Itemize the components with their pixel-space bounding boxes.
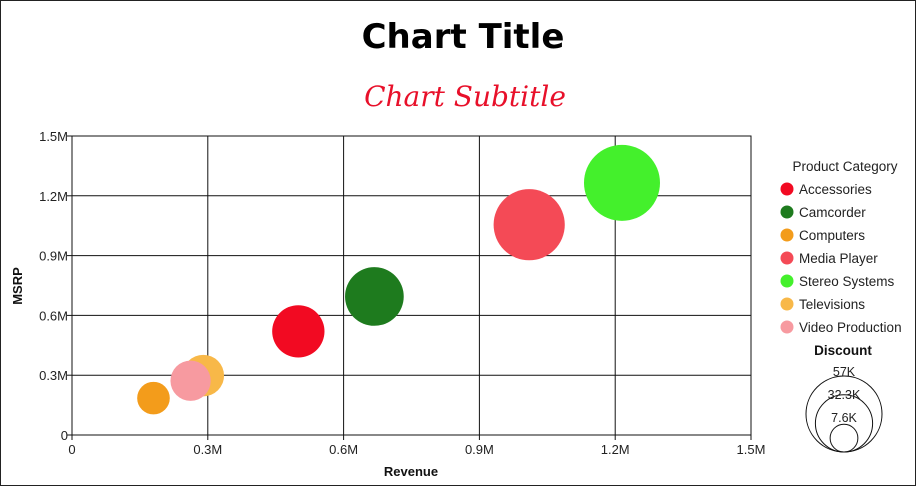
legend-label-camcorder: Camcorder xyxy=(799,205,866,220)
y-tick-label: 0.9M xyxy=(39,249,68,264)
y-tick-label: 1.5M xyxy=(39,129,68,144)
bubble-computers xyxy=(137,381,170,415)
size-legend-label: 32.3K xyxy=(828,388,861,402)
legend-marker-media-player xyxy=(780,251,794,265)
legend: Accessories Camcorder Computers Media Playe… xyxy=(780,182,902,335)
bubble-stereo-systems xyxy=(583,144,660,221)
bubble-video-production xyxy=(170,360,211,401)
y-tick-label: 1.2M xyxy=(39,189,68,204)
chart-subtitle: Chart Subtitle xyxy=(364,80,566,113)
size-legend-label: 7.6K xyxy=(831,411,857,425)
axis-ticks: 0 0.3M 0.6M 0.9M 1.2M 1.5M 0 0.3M 0.6M 0.9M 1.2M 1.… xyxy=(39,129,765,457)
y-tick-label: 0.3M xyxy=(39,368,68,383)
legend-marker-video-production xyxy=(780,320,794,334)
bubble-camcorder xyxy=(345,267,404,326)
size-legend-label: 57K xyxy=(833,365,856,379)
y-tick-label: 0.6M xyxy=(39,308,68,323)
legend-marker-televisions xyxy=(780,297,794,311)
bubble-accessories xyxy=(272,305,325,358)
x-axis-title: Revenue xyxy=(384,464,438,479)
legend-label-televisions: Televisions xyxy=(799,297,865,312)
legend-label-computers: Computers xyxy=(799,228,865,243)
legend-marker-accessories xyxy=(780,182,794,196)
x-tick-label: 0 xyxy=(68,442,75,457)
size-legend-title: Discount xyxy=(814,343,872,358)
legend-marker-stereo-systems xyxy=(780,274,794,288)
legend-label-video-production: Video Production xyxy=(799,320,902,335)
size-legend: 57K 32.3K 7.6K xyxy=(805,365,883,453)
x-tick-label: 0.6M xyxy=(329,442,358,457)
bubble-media-player xyxy=(493,189,565,261)
legend-title: Product Category xyxy=(792,159,897,174)
legend-marker-camcorder xyxy=(780,205,794,219)
legend-label-accessories: Accessories xyxy=(799,182,872,197)
y-tick-label: 0 xyxy=(61,428,68,443)
plot-area-border xyxy=(71,135,752,436)
y-axis-title: MSRP xyxy=(10,267,25,305)
size-legend-circle xyxy=(829,423,859,453)
chart-title: Chart Title xyxy=(362,17,565,57)
legend-marker-computers xyxy=(780,228,794,242)
x-tick-label: 0.3M xyxy=(193,442,222,457)
legend-label-stereo-systems: Stereo Systems xyxy=(799,274,895,289)
x-tick-label: 0.9M xyxy=(465,442,494,457)
x-tick-label: 1.2M xyxy=(601,442,630,457)
bubble-series xyxy=(137,144,660,415)
x-tick-label: 1.5M xyxy=(737,442,766,457)
legend-label-media-player: Media Player xyxy=(799,251,878,266)
